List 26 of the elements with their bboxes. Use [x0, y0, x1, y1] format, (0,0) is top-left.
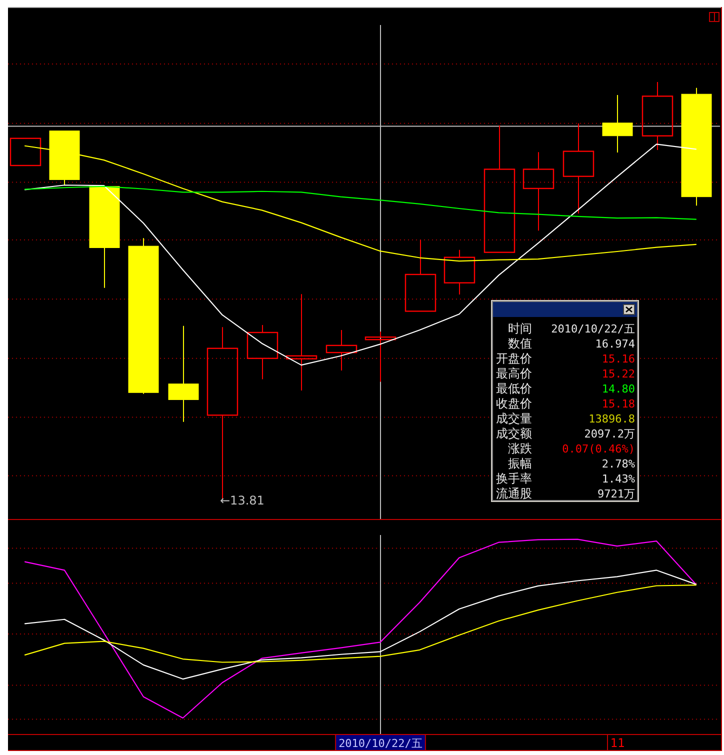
annotation: 收盘价: [496, 396, 532, 410]
annotation: 振幅: [508, 456, 532, 470]
annotation: 15.18: [602, 398, 635, 410]
annotation: 流通股: [496, 486, 532, 500]
annotation: ←13.81: [220, 494, 264, 508]
annotation: 换手率: [496, 472, 532, 486]
annotation: 最低价: [496, 382, 532, 396]
annotation: 成交量: [496, 412, 532, 426]
annotation: 14.80: [602, 382, 635, 396]
annotation: 9721万: [598, 488, 635, 500]
annotation: 开盘价: [496, 352, 532, 366]
annotation: 成交额: [496, 426, 532, 440]
annotation: 时间: [508, 322, 532, 336]
annotation: 15.16: [602, 352, 635, 366]
annotation: 0.07(0.46%): [562, 442, 635, 456]
x-tick-label: 11: [610, 736, 625, 750]
annotation: 最高价: [496, 366, 532, 380]
annotation: 数值: [508, 336, 532, 350]
annotation: 16.974: [595, 338, 636, 350]
annotation: 13896.8: [588, 412, 635, 426]
annotation: 2010/10/22/五: [551, 322, 635, 336]
annotation: 15.22: [602, 368, 635, 380]
annotation: 2097.2万: [584, 428, 635, 440]
annotation: 1.43%: [602, 472, 636, 486]
annotation: 2.78%: [602, 458, 636, 470]
annotation: 涨跌: [508, 442, 532, 456]
